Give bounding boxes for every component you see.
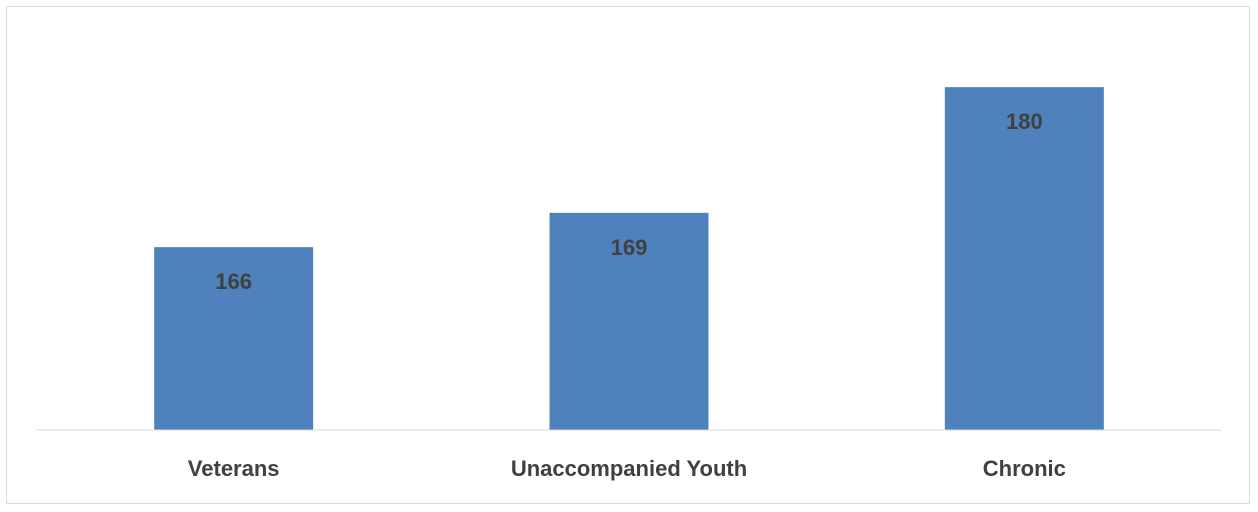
x-tick-label-unaccompanied-youth: Unaccompanied Youth — [511, 456, 747, 481]
x-tick-label-veterans: Veterans — [188, 456, 280, 481]
bars-group — [154, 87, 1104, 431]
data-label-veterans: 166 — [215, 269, 252, 294]
bar-unaccompanied-youth — [549, 212, 709, 430]
x-tick-label-chronic: Chronic — [983, 456, 1066, 481]
data-label-chronic: 180 — [1006, 109, 1043, 134]
data-label-unaccompanied-youth: 169 — [611, 235, 648, 260]
x-tick-labels-group: Veterans Unaccompanied Youth Chronic — [188, 456, 1066, 481]
bar-chronic — [944, 87, 1104, 431]
bar-veterans — [154, 247, 314, 430]
data-labels-group: 166 169 180 — [215, 109, 1042, 294]
